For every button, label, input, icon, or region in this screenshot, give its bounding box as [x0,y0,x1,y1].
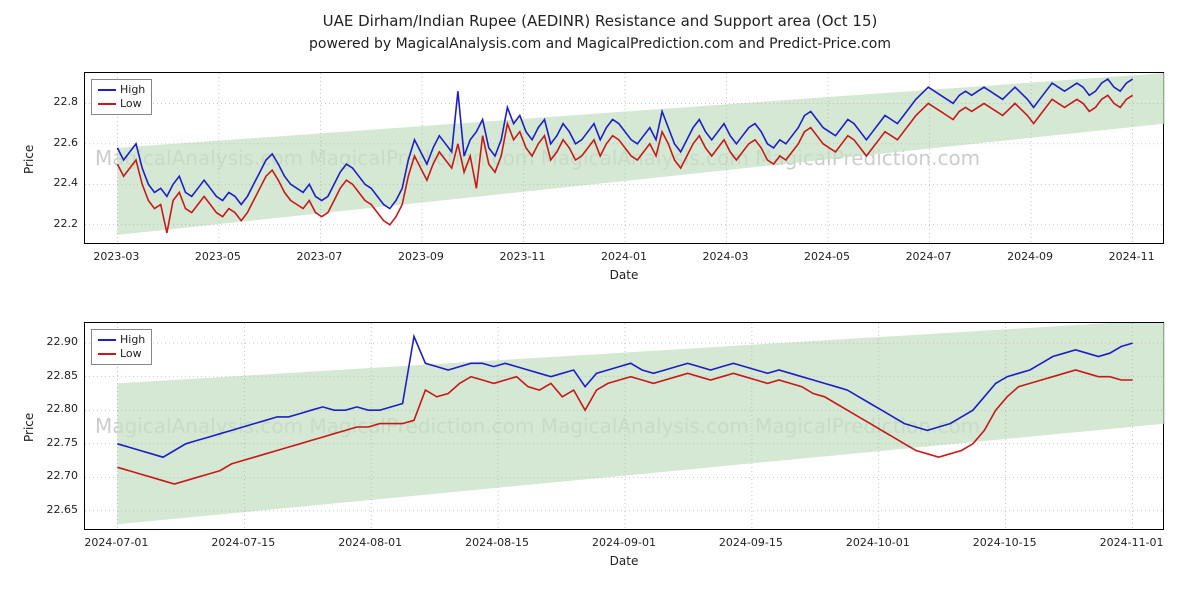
chart-panel-top: MagicalAnalysis.com MagicalPrediction.co… [84,72,1164,244]
xtick-label: 2024-01 [584,250,664,263]
legend: High Low [91,79,152,115]
figure: UAE Dirham/Indian Rupee (AEDINR) Resista… [0,0,1200,600]
xtick-label: 2023-07 [279,250,359,263]
legend-low: Low [120,347,142,361]
ytick-label: 22.90 [36,335,78,348]
chart-subtitle: powered by MagicalAnalysis.com and Magic… [0,36,1200,52]
xlabel-bottom: Date [84,554,1164,568]
ylabel-top: Price [22,145,36,174]
xtick-label: 2024-08-01 [330,536,410,549]
xtick-label: 2023-03 [76,250,156,263]
chart-title: UAE Dirham/Indian Rupee (AEDINR) Resista… [0,12,1200,30]
xtick-label: 2024-11 [1092,250,1172,263]
xtick-label: 2024-07 [889,250,969,263]
xtick-label: 2024-10-01 [838,536,918,549]
legend-low: Low [120,97,142,111]
legend-high: High [120,83,145,97]
ytick-label: 22.80 [36,402,78,415]
ylabel-bottom: Price [22,413,36,442]
xtick-label: 2023-05 [178,250,258,263]
chart-panel-bottom: MagicalAnalysis.com MagicalPrediction.co… [84,322,1164,530]
xtick-label: 2024-03 [686,250,766,263]
xtick-label: 2024-07-01 [76,536,156,549]
xtick-label: 2024-09-01 [584,536,664,549]
ytick-label: 22.65 [36,503,78,516]
legend: High Low [91,329,152,365]
ytick-label: 22.75 [36,436,78,449]
xtick-label: 2023-09 [381,250,461,263]
chart-svg-bottom [85,323,1165,531]
ytick-label: 22.2 [36,217,78,230]
ytick-label: 22.85 [36,369,78,382]
legend-high: High [120,333,145,347]
xtick-label: 2023-11 [482,250,562,263]
chart-svg-top [85,73,1165,245]
xtick-label: 2024-08-15 [457,536,537,549]
ytick-label: 22.4 [36,176,78,189]
xlabel-top: Date [84,268,1164,282]
ytick-label: 22.6 [36,136,78,149]
xtick-label: 2024-05 [787,250,867,263]
xtick-label: 2024-11-01 [1092,536,1172,549]
xtick-label: 2024-09-15 [711,536,791,549]
xtick-label: 2024-10-15 [965,536,1045,549]
ytick-label: 22.8 [36,95,78,108]
ytick-label: 22.70 [36,469,78,482]
xtick-label: 2024-09 [990,250,1070,263]
xtick-label: 2024-07-15 [203,536,283,549]
